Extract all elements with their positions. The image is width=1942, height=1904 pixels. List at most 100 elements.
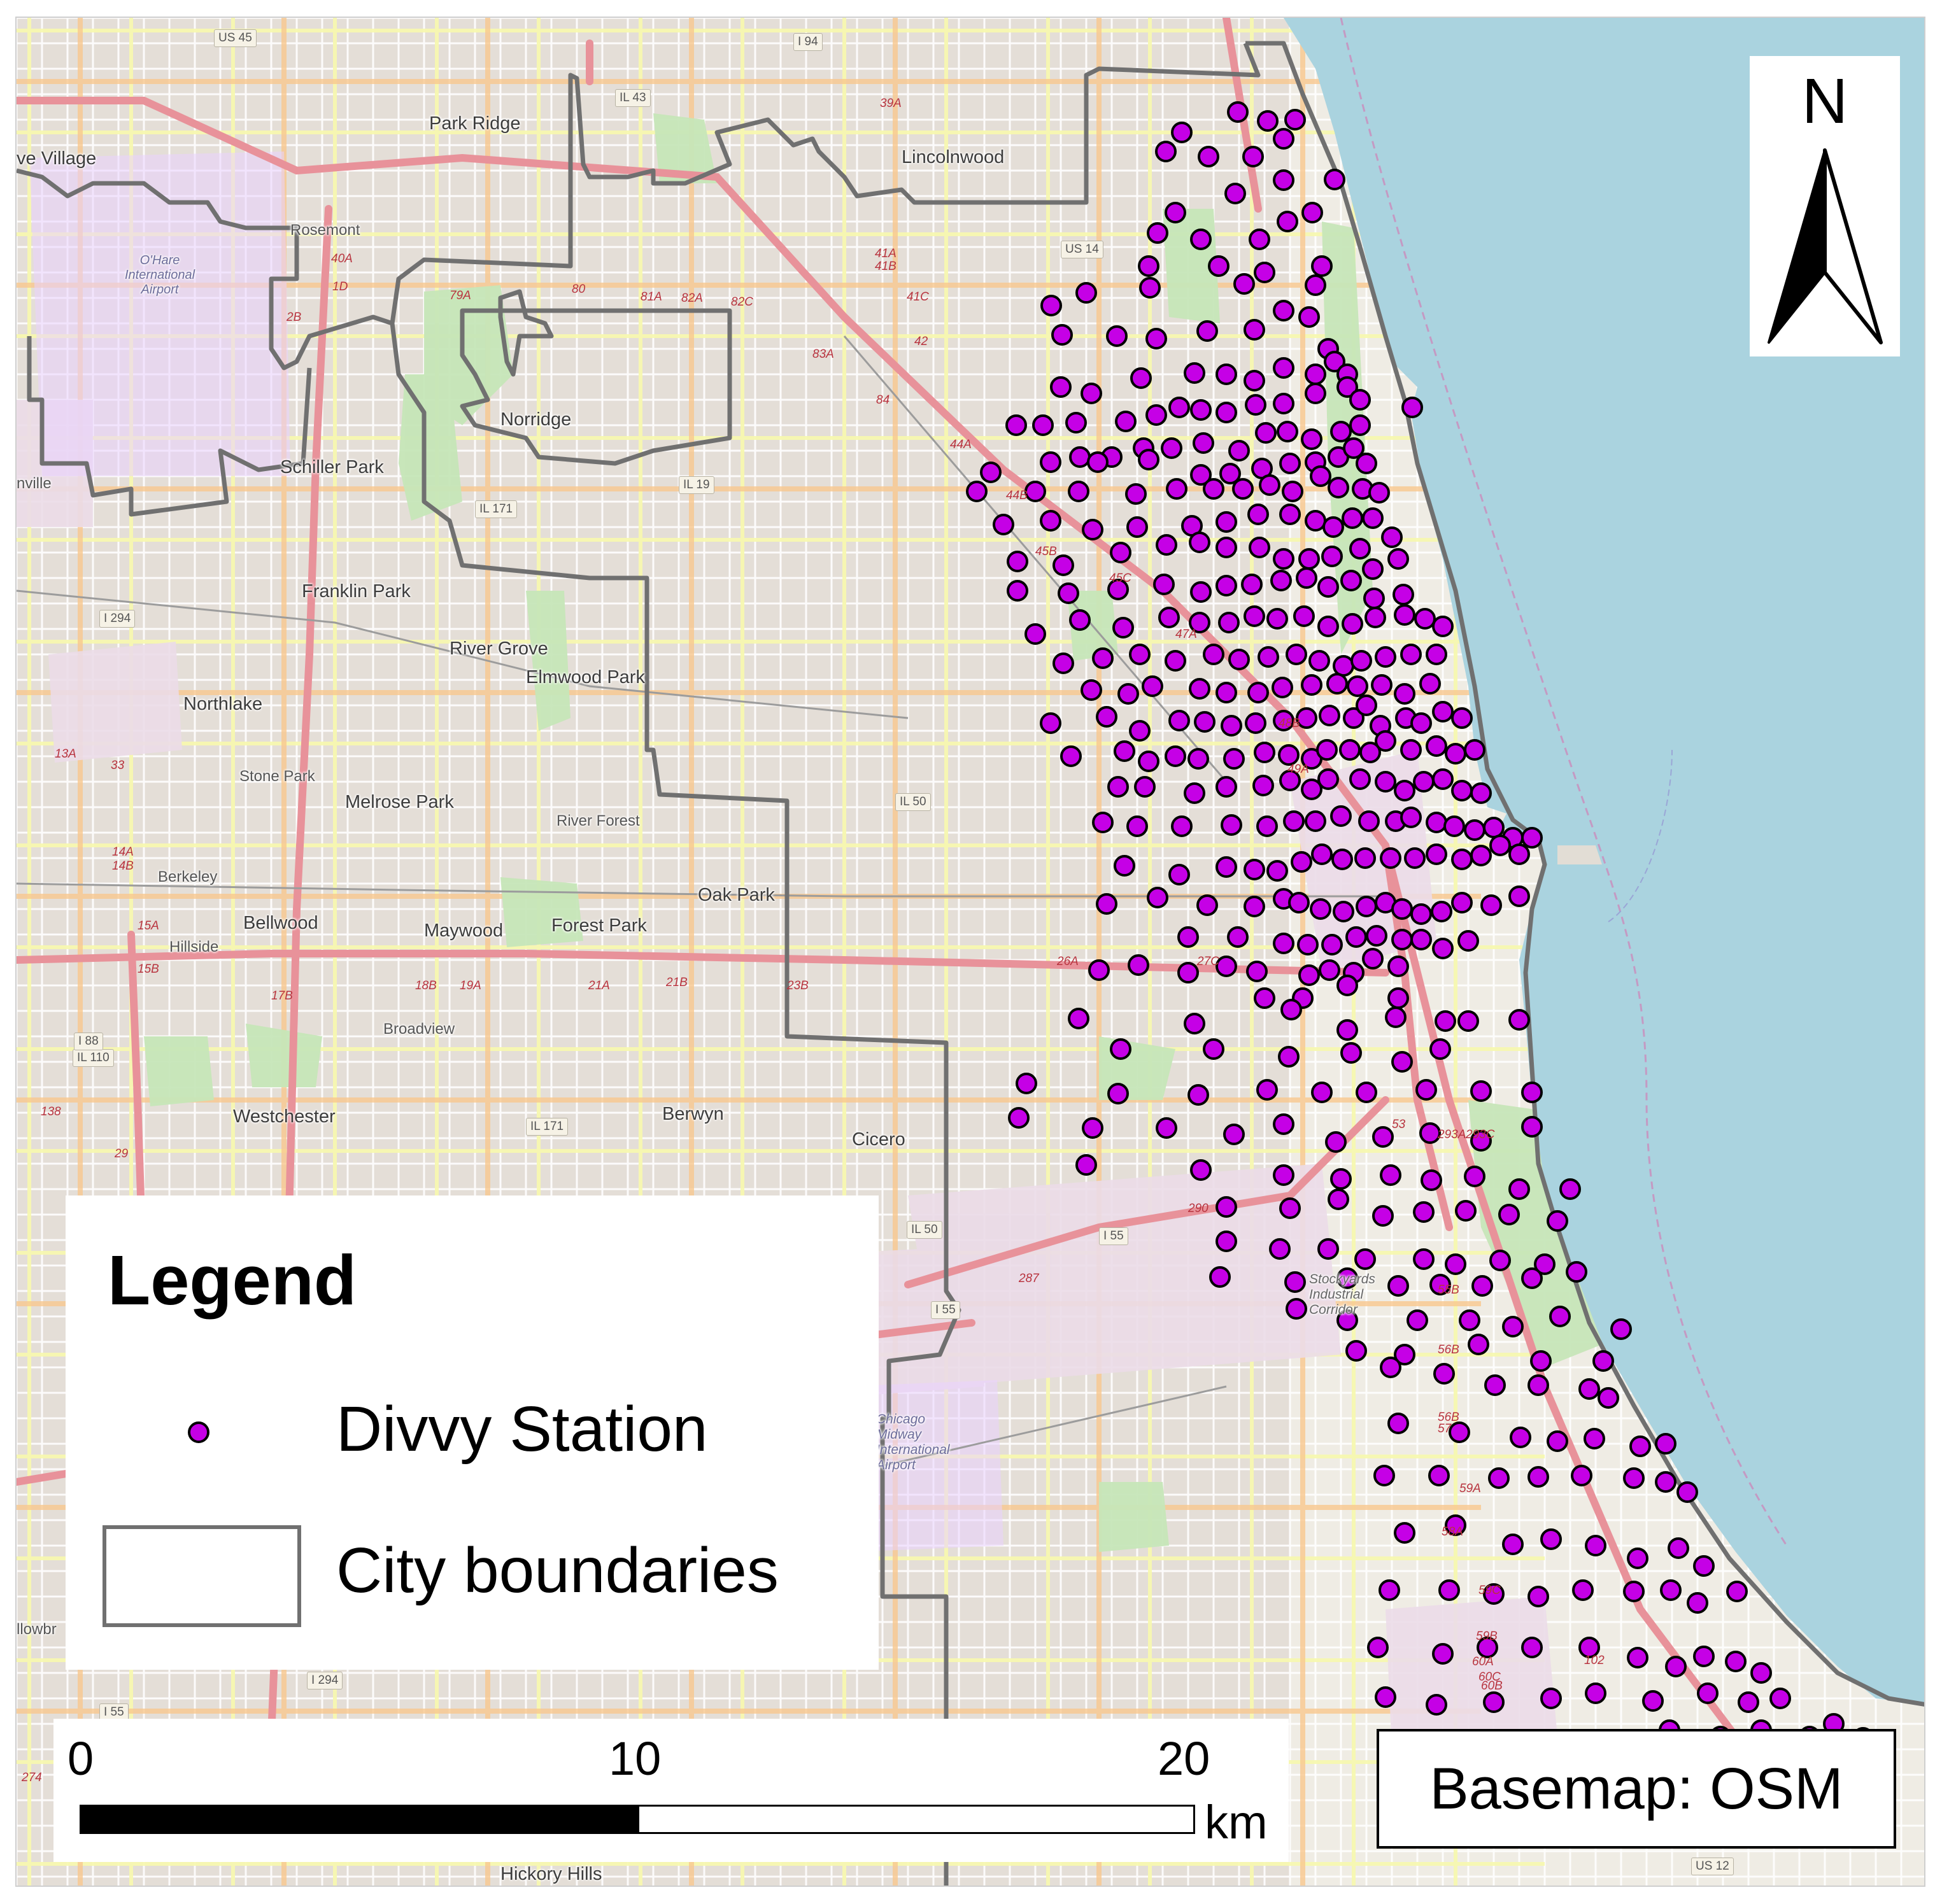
- divvy-station-marker[interactable]: [1184, 782, 1205, 804]
- divvy-station-marker[interactable]: [1325, 1131, 1347, 1153]
- divvy-station-marker[interactable]: [1216, 511, 1237, 533]
- divvy-station-marker[interactable]: [1247, 504, 1269, 525]
- divvy-station-marker[interactable]: [1400, 644, 1422, 665]
- divvy-station-marker[interactable]: [1470, 845, 1492, 866]
- divvy-station-marker[interactable]: [1435, 1010, 1456, 1032]
- divvy-station-marker[interactable]: [1278, 744, 1300, 766]
- divvy-station-marker[interactable]: [1233, 273, 1255, 295]
- divvy-station-marker[interactable]: [1138, 751, 1159, 772]
- divvy-station-marker[interactable]: [1629, 1435, 1651, 1457]
- divvy-station-marker[interactable]: [1221, 715, 1242, 737]
- divvy-station-marker[interactable]: [1153, 574, 1175, 595]
- divvy-station-marker[interactable]: [1065, 412, 1087, 434]
- divvy-station-marker[interactable]: [1387, 1275, 1409, 1297]
- divvy-station-marker[interactable]: [1298, 548, 1320, 570]
- divvy-station-marker[interactable]: [1288, 892, 1310, 913]
- divvy-station-marker[interactable]: [1349, 538, 1371, 560]
- divvy-station-marker[interactable]: [1394, 604, 1415, 626]
- divvy-station-marker[interactable]: [1328, 1188, 1349, 1210]
- divvy-station-marker[interactable]: [1252, 775, 1274, 796]
- divvy-station-marker[interactable]: [1366, 925, 1387, 947]
- divvy-station-marker[interactable]: [1333, 655, 1354, 677]
- divvy-station-marker[interactable]: [1050, 376, 1072, 398]
- divvy-station-marker[interactable]: [1128, 954, 1149, 976]
- divvy-station-marker[interactable]: [1024, 481, 1046, 502]
- divvy-station-marker[interactable]: [1540, 1528, 1562, 1550]
- divvy-station-marker[interactable]: [1256, 815, 1278, 837]
- divvy-station-marker[interactable]: [1165, 650, 1186, 672]
- divvy-station-marker[interactable]: [1189, 678, 1210, 700]
- divvy-station-marker[interactable]: [1445, 1514, 1466, 1536]
- divvy-station-marker[interactable]: [1193, 432, 1214, 454]
- divvy-station-marker[interactable]: [1068, 481, 1089, 502]
- divvy-station-marker[interactable]: [1305, 274, 1326, 296]
- divvy-station-marker[interactable]: [1328, 477, 1349, 498]
- divvy-station-marker[interactable]: [1005, 414, 1027, 436]
- divvy-station-marker[interactable]: [1190, 464, 1212, 486]
- divvy-station-marker[interactable]: [1521, 827, 1543, 849]
- divvy-station-marker[interactable]: [1489, 1250, 1511, 1271]
- divvy-station-marker[interactable]: [1385, 1006, 1407, 1028]
- divvy-station-marker[interactable]: [1311, 843, 1333, 865]
- divvy-station-marker[interactable]: [1693, 1646, 1715, 1667]
- divvy-station-marker[interactable]: [1311, 1082, 1333, 1103]
- divvy-station-marker[interactable]: [1375, 646, 1396, 668]
- divvy-station-marker[interactable]: [1227, 926, 1249, 948]
- divvy-station-marker[interactable]: [1393, 584, 1414, 605]
- divvy-station-marker[interactable]: [1480, 894, 1502, 916]
- divvy-station-marker[interactable]: [1007, 551, 1028, 572]
- divvy-station-marker[interactable]: [1428, 1465, 1450, 1486]
- divvy-station-marker[interactable]: [1209, 1266, 1231, 1288]
- divvy-station-marker[interactable]: [1356, 896, 1377, 917]
- divvy-station-marker[interactable]: [1310, 465, 1331, 487]
- divvy-station-marker[interactable]: [1375, 730, 1396, 752]
- divvy-station-marker[interactable]: [1432, 768, 1454, 790]
- divvy-station-marker[interactable]: [1508, 1178, 1530, 1200]
- divvy-station-marker[interactable]: [1521, 1267, 1543, 1289]
- divvy-station-marker[interactable]: [1138, 255, 1159, 277]
- divvy-station-marker[interactable]: [1413, 1248, 1435, 1270]
- divvy-station-marker[interactable]: [1527, 1466, 1549, 1488]
- divvy-station-marker[interactable]: [1324, 169, 1345, 190]
- divvy-station-marker[interactable]: [1419, 673, 1441, 695]
- divvy-station-marker[interactable]: [1598, 1387, 1619, 1409]
- divvy-station-marker[interactable]: [1082, 519, 1103, 540]
- divvy-station-marker[interactable]: [1139, 277, 1161, 299]
- divvy-station-marker[interactable]: [1203, 478, 1224, 500]
- divvy-station-marker[interactable]: [1216, 402, 1237, 423]
- divvy-station-marker[interactable]: [1190, 1159, 1212, 1181]
- divvy-station-marker[interactable]: [1203, 1038, 1224, 1060]
- divvy-station-marker[interactable]: [1242, 146, 1264, 167]
- divvy-station-marker[interactable]: [1244, 896, 1265, 917]
- divvy-station-marker[interactable]: [1364, 607, 1386, 628]
- divvy-station-marker[interactable]: [1592, 1350, 1614, 1372]
- divvy-station-marker[interactable]: [1380, 847, 1401, 869]
- divvy-station-marker[interactable]: [1387, 548, 1409, 570]
- divvy-station-marker[interactable]: [1483, 1691, 1505, 1713]
- divvy-station-marker[interactable]: [1189, 612, 1210, 633]
- divvy-station-marker[interactable]: [1138, 449, 1159, 470]
- divvy-station-marker[interactable]: [1247, 682, 1269, 703]
- divvy-station-marker[interactable]: [1451, 849, 1473, 870]
- divvy-station-marker[interactable]: [1660, 1579, 1682, 1601]
- divvy-station-marker[interactable]: [1391, 898, 1413, 920]
- divvy-station-marker[interactable]: [1208, 255, 1230, 277]
- divvy-station-marker[interactable]: [1190, 229, 1212, 250]
- divvy-station-marker[interactable]: [1081, 679, 1102, 701]
- divvy-station-marker[interactable]: [1134, 776, 1156, 798]
- divvy-station-marker[interactable]: [1510, 1427, 1531, 1448]
- divvy-station-marker[interactable]: [1470, 782, 1492, 804]
- divvy-station-marker[interactable]: [1040, 451, 1061, 473]
- divvy-station-marker[interactable]: [1655, 1433, 1676, 1455]
- divvy-station-marker[interactable]: [1459, 1309, 1480, 1331]
- divvy-station-marker[interactable]: [1216, 537, 1237, 558]
- divvy-station-marker[interactable]: [1317, 576, 1339, 598]
- divvy-station-marker[interactable]: [1216, 1231, 1237, 1252]
- divvy-station-marker[interactable]: [1277, 211, 1298, 232]
- divvy-station-marker[interactable]: [1096, 706, 1117, 728]
- divvy-station-marker[interactable]: [1165, 202, 1186, 223]
- divvy-station-marker[interactable]: [1521, 1637, 1543, 1658]
- divvy-station-marker[interactable]: [1585, 1682, 1606, 1704]
- divvy-station-marker[interactable]: [1258, 646, 1279, 668]
- divvy-station-marker[interactable]: [1147, 222, 1168, 244]
